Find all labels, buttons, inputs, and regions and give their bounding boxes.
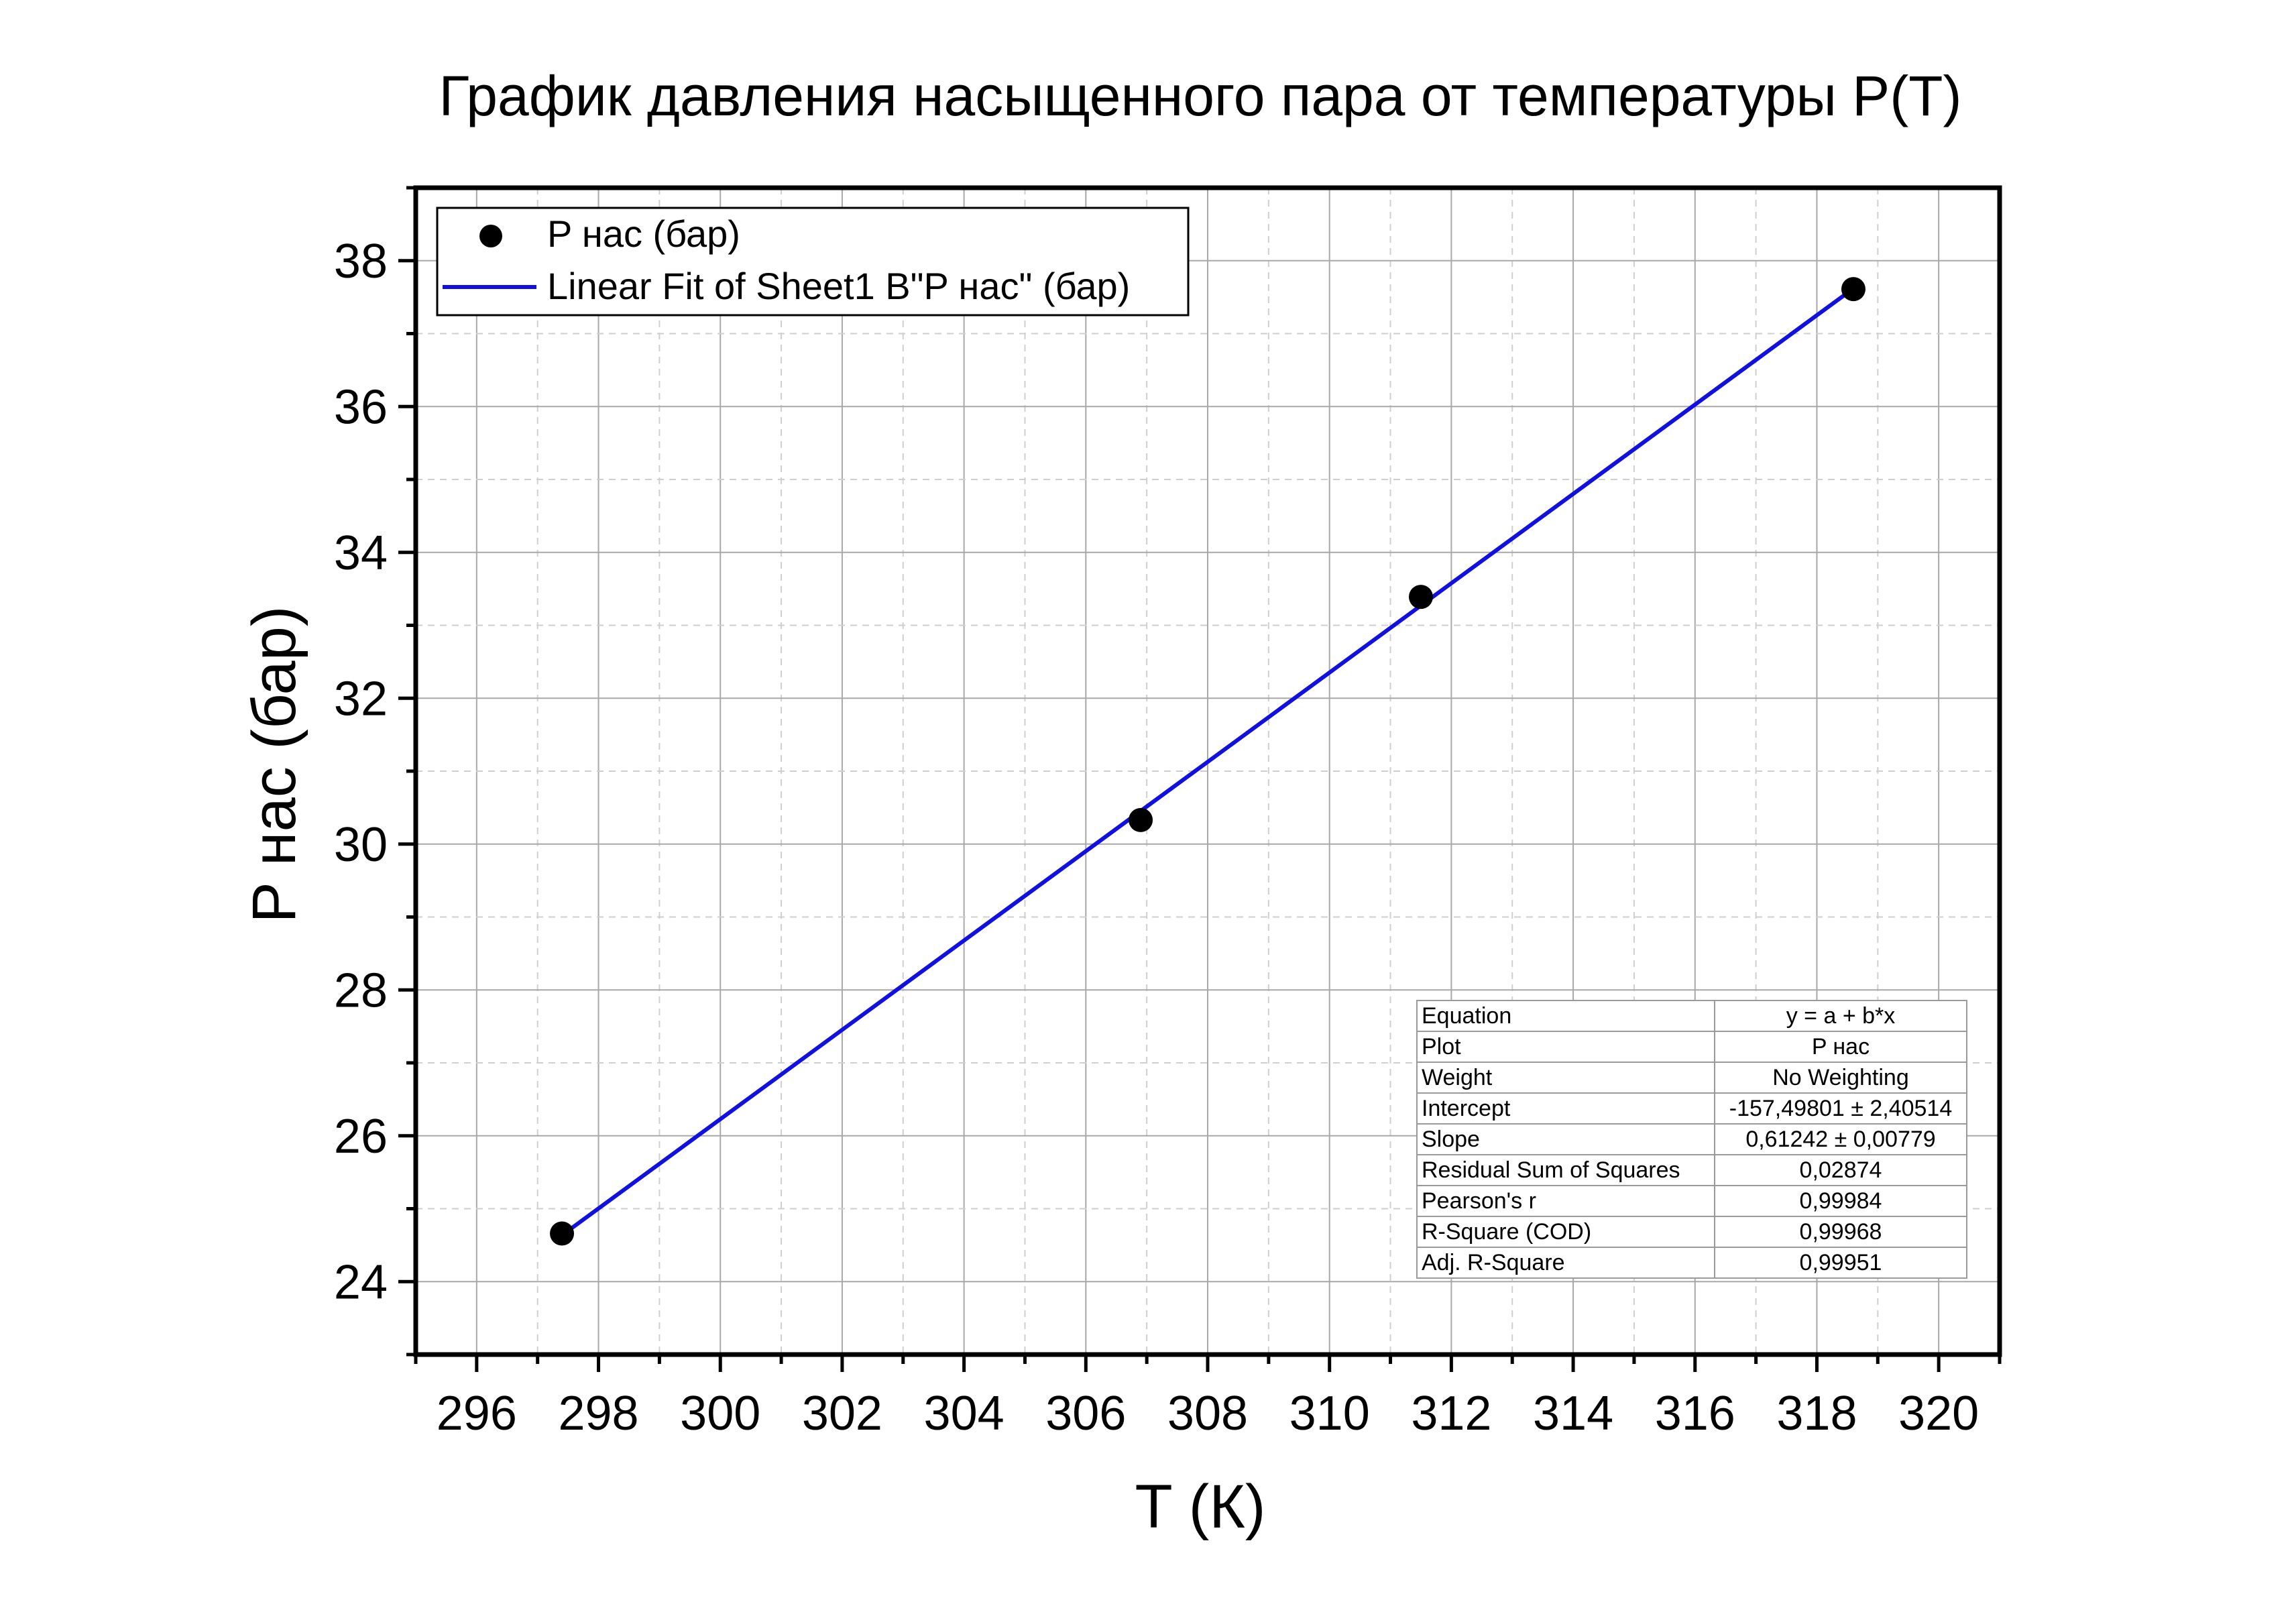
y-tick-label: 30 xyxy=(334,818,388,872)
fit-table-row: R-Square (COD) 0,99968 xyxy=(1416,1216,1967,1248)
data-point xyxy=(1841,277,1866,302)
fit-table-key: Plot xyxy=(1416,1031,1715,1063)
fit-table-key: Intercept xyxy=(1416,1092,1715,1125)
fit-results-table: Equation y = a + b*x Plot P нас Weight No Wei… xyxy=(1416,1000,1967,1279)
y-tick-label: 34 xyxy=(334,526,388,580)
fit-table-row: Slope 0,61242 ± 0,00779 xyxy=(1416,1123,1967,1155)
fit-table-key: R-Square (COD) xyxy=(1416,1216,1715,1248)
fit-table-key: Residual Sum of Squares xyxy=(1416,1154,1715,1186)
legend-box xyxy=(436,207,1190,317)
x-tick-label: 314 xyxy=(1533,1387,1613,1440)
x-tick-label: 316 xyxy=(1655,1387,1735,1440)
x-tick-label: 302 xyxy=(802,1387,882,1440)
fit-table-value: No Weighting xyxy=(1714,1062,1967,1094)
legend-marker-scatter xyxy=(479,225,502,247)
legend-label-scatter: P нас (бар) xyxy=(547,213,740,255)
y-tick-label: 38 xyxy=(334,235,388,288)
x-tick-label: 306 xyxy=(1045,1387,1126,1440)
fit-table-key: Slope xyxy=(1416,1123,1715,1155)
data-points xyxy=(550,277,1866,1246)
x-tick-label: 310 xyxy=(1289,1387,1370,1440)
fit-table-key: Pearson's r xyxy=(1416,1185,1715,1217)
chart-title: График давления насыщенного пара от темп… xyxy=(439,64,1962,127)
data-point xyxy=(1129,807,1153,832)
y-tick-label: 24 xyxy=(334,1255,388,1309)
fit-table-value: 0,99968 xyxy=(1714,1216,1967,1248)
fit-table-row: Weight No Weighting xyxy=(1416,1062,1967,1094)
fit-table-value: P нас xyxy=(1714,1031,1967,1063)
y-tick-label: 32 xyxy=(334,672,388,726)
x-tick-label: 296 xyxy=(437,1387,517,1440)
y-tick-label: 36 xyxy=(334,380,388,434)
fit-table-key: Equation xyxy=(1416,1000,1715,1032)
x-tick-label: 304 xyxy=(924,1387,1005,1440)
axis-ticks xyxy=(398,186,2002,1372)
x-tick-label: 308 xyxy=(1167,1387,1248,1440)
fit-table-row: Adj. R-Square 0,99951 xyxy=(1416,1247,1967,1279)
fit-table-value: 0,02874 xyxy=(1714,1154,1967,1186)
y-axis-label: P нас (бар) xyxy=(240,606,308,923)
x-tick-label: 318 xyxy=(1776,1387,1857,1440)
fit-table-row: Plot P нас xyxy=(1416,1031,1967,1063)
x-tick-label: 320 xyxy=(1898,1387,1979,1440)
x-tick-label: 298 xyxy=(558,1387,638,1440)
fit-table-value: 0,99984 xyxy=(1714,1185,1967,1217)
x-axis-label: T (К) xyxy=(1135,1473,1266,1541)
fit-table-row: Residual Sum of Squares 0,02874 xyxy=(1416,1154,1967,1186)
fit-table-row: Equation y = a + b*x xyxy=(1416,1000,1967,1032)
y-tick-label: 26 xyxy=(334,1110,388,1163)
fit-table-value: -157,49801 ± 2,40514 xyxy=(1714,1092,1967,1125)
y-tick-label: 28 xyxy=(334,964,388,1017)
x-tick-label: 300 xyxy=(680,1387,760,1440)
fit-table-value: 0,99951 xyxy=(1714,1247,1967,1279)
legend: P нас (бар) Linear Fit of Sheet1 B"P нас… xyxy=(436,207,1190,317)
fit-table-key: Adj. R-Square xyxy=(1416,1247,1715,1279)
x-tick-label: 312 xyxy=(1411,1387,1491,1440)
y-tick-labels: 24 26 28 30 32 34 36 38 xyxy=(334,235,388,1310)
fit-table-key: Weight xyxy=(1416,1062,1715,1094)
data-point xyxy=(1408,585,1433,610)
legend-label-fit: Linear Fit of Sheet1 B"P нас" (бар) xyxy=(547,265,1130,307)
fit-table-value: 0,61242 ± 0,00779 xyxy=(1714,1123,1967,1155)
fit-table-value: y = a + b*x xyxy=(1714,1000,1967,1032)
x-tick-labels: 296 298 300 302 304 306 308 310 312 314 316 318 320 xyxy=(437,1387,1979,1440)
fit-table-row: Intercept -157,49801 ± 2,40514 xyxy=(1416,1092,1967,1125)
fit-table-row: Pearson's r 0,99984 xyxy=(1416,1185,1967,1217)
data-point xyxy=(550,1221,575,1246)
fit-line xyxy=(561,286,1855,1237)
fit-line-group xyxy=(561,286,1855,1237)
